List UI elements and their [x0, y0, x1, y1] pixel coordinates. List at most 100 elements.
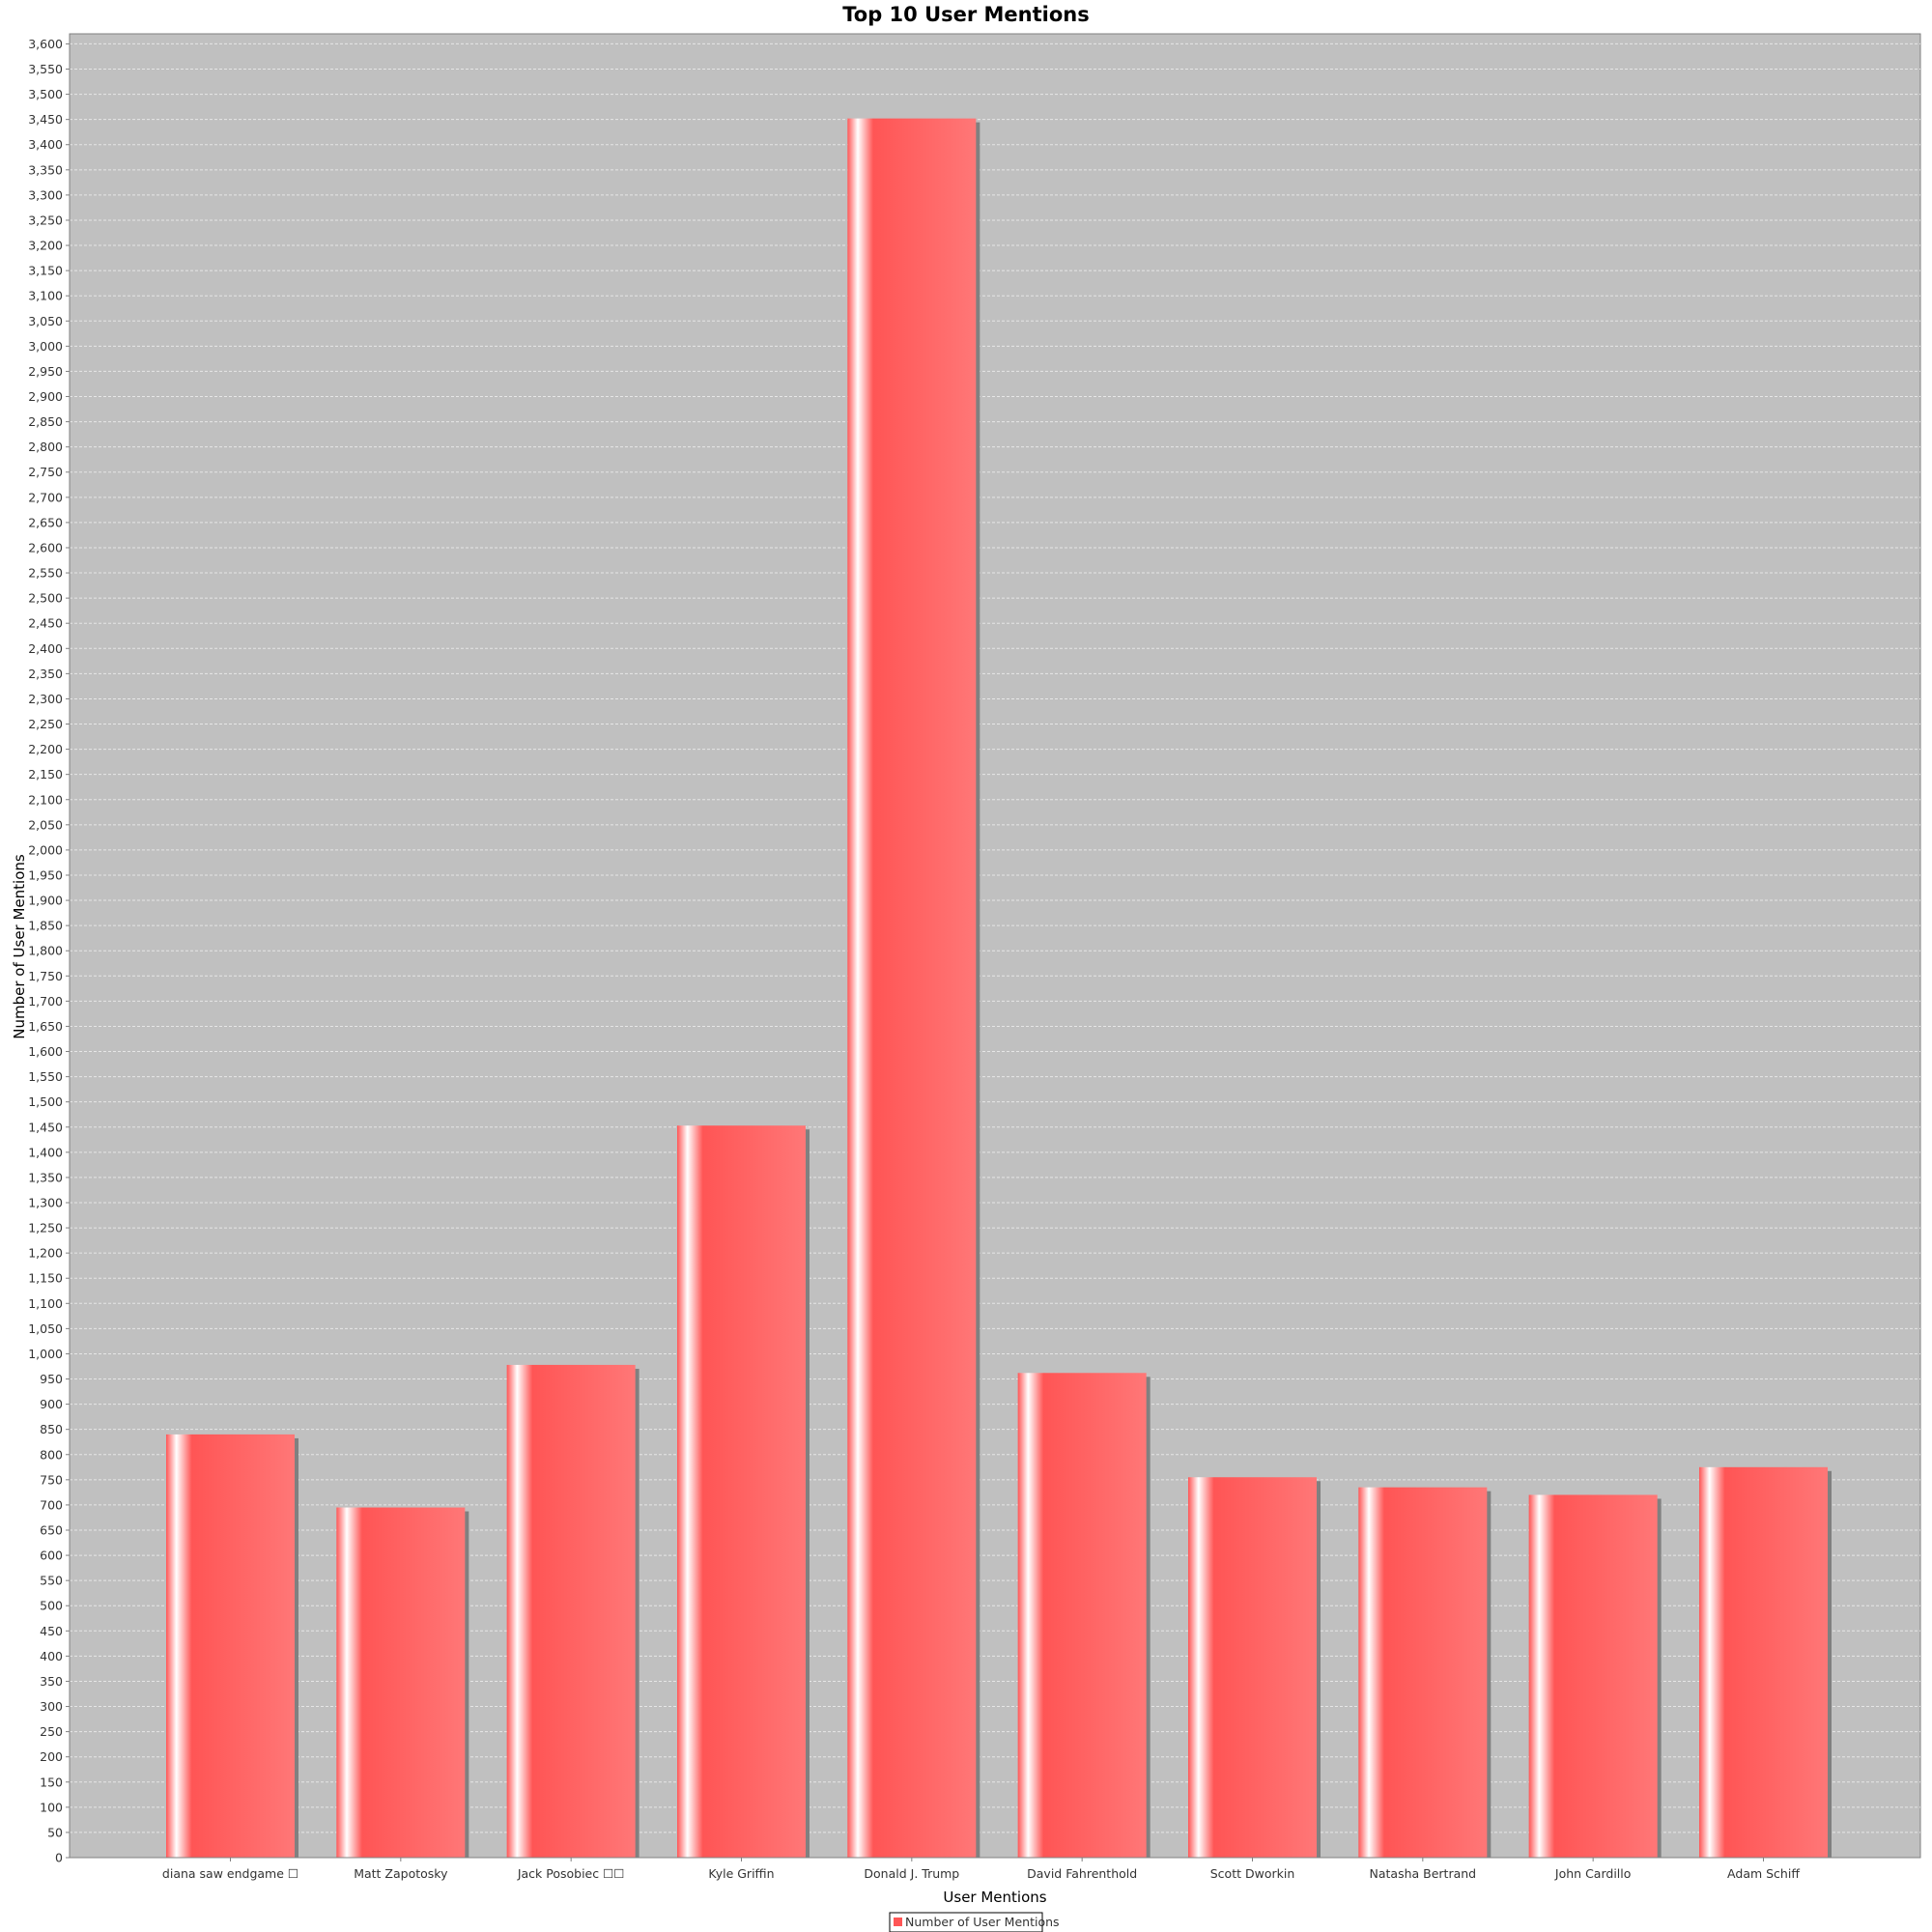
- x-tick-label: Matt Zapotosky: [354, 1866, 448, 1881]
- y-tick-label: 2,250: [28, 717, 63, 731]
- y-tick-label: 3,000: [28, 339, 63, 354]
- y-tick-label: 1,250: [28, 1221, 63, 1236]
- y-axis-ticks: 0 50 100 150 200 250 300 350 400 450 500 550 600 650 7…: [28, 37, 70, 1865]
- y-tick-label: 350: [40, 1674, 63, 1689]
- bar: [1188, 1477, 1317, 1858]
- x-tick-label: Donald J. Trump: [864, 1866, 959, 1881]
- y-tick-label: 600: [40, 1548, 63, 1563]
- x-axis-ticks: diana saw endgame ☐ Matt Zapotosky Jack Po…: [162, 1858, 1800, 1881]
- y-tick-label: 1,600: [28, 1044, 63, 1059]
- y-tick-label: 1,050: [28, 1321, 63, 1336]
- y-tick-label: 150: [40, 1775, 63, 1789]
- bar: [1699, 1466, 1828, 1858]
- legend-box: [889, 1912, 1043, 1932]
- y-tick-label: 1,550: [28, 1069, 63, 1084]
- x-tick-label: John Cardillo: [1554, 1866, 1631, 1881]
- y-tick-label: 700: [40, 1497, 63, 1512]
- bar: [847, 118, 977, 1859]
- y-tick-label: 3,050: [28, 314, 63, 328]
- y-tick-label: 1,150: [28, 1271, 63, 1286]
- y-tick-label: 2,200: [28, 742, 63, 756]
- y-tick-label: 900: [40, 1397, 63, 1411]
- y-tick-label: 2,100: [28, 792, 63, 807]
- bar: [336, 1507, 466, 1858]
- bar: [1017, 1373, 1147, 1858]
- y-tick-label: 3,100: [28, 289, 63, 303]
- y-tick-label: 2,800: [28, 440, 63, 454]
- legend-label: Number of User Mentions: [905, 1915, 1060, 1929]
- y-tick-label: 1,300: [28, 1195, 63, 1209]
- y-tick-label: 3,550: [28, 62, 63, 76]
- gridlines: [70, 43, 1920, 1833]
- y-tick-label: 1,700: [28, 994, 63, 1009]
- y-tick-label: 850: [40, 1422, 63, 1436]
- y-tick-label: 550: [40, 1574, 63, 1588]
- y-tick-label: 2,600: [28, 540, 63, 554]
- y-tick-label: 3,200: [28, 239, 63, 253]
- bar: [677, 1125, 806, 1858]
- y-tick-label: 1,450: [28, 1120, 63, 1134]
- y-tick-label: 2,850: [28, 414, 63, 429]
- y-tick-label: 2,900: [28, 389, 63, 404]
- axes: [69, 34, 1889, 1859]
- y-tick-label: 1,200: [28, 1246, 63, 1261]
- bar: [166, 1434, 295, 1858]
- x-tick-label: David Fahrenthold: [1027, 1866, 1137, 1881]
- y-tick-label: 250: [40, 1724, 63, 1739]
- x-tick-label: Adam Schiff: [1727, 1866, 1800, 1881]
- legend-swatch: [894, 1918, 902, 1926]
- y-tick-label: 500: [40, 1599, 63, 1613]
- x-tick-label: Natasha Bertrand: [1370, 1866, 1477, 1881]
- y-tick-label: 450: [40, 1624, 63, 1638]
- y-tick-label: 2,350: [28, 667, 63, 681]
- y-axis-label: Number of User Mentions: [11, 854, 28, 1039]
- y-tick-label: 1,850: [28, 919, 63, 933]
- y-tick-label: 1,400: [28, 1145, 63, 1159]
- y-tick-label: 2,400: [28, 641, 63, 656]
- legend: Number of User Mentions: [889, 1912, 1060, 1932]
- bar: [506, 1364, 636, 1858]
- y-tick-label: 1,750: [28, 969, 63, 983]
- y-tick-label: 2,000: [28, 842, 63, 857]
- y-tick-label: 1,500: [28, 1094, 63, 1109]
- bars: [166, 118, 1828, 1859]
- y-tick-label: 2,050: [28, 817, 63, 832]
- y-tick-label: 800: [40, 1447, 63, 1462]
- y-tick-label: 0: [55, 1851, 63, 1865]
- y-tick-label: 2,700: [28, 490, 63, 504]
- y-tick-label: 1,650: [28, 1019, 63, 1034]
- x-tick-label: Jack Posobiec ☐☐: [517, 1866, 625, 1881]
- y-tick-label: 650: [40, 1522, 63, 1537]
- y-tick-label: 2,750: [28, 465, 63, 479]
- y-tick-label: 3,350: [28, 162, 63, 177]
- y-tick-label: 3,600: [28, 37, 63, 51]
- y-tick-label: 1,950: [28, 867, 63, 882]
- y-tick-label: 2,150: [28, 767, 63, 781]
- y-tick-label: 300: [40, 1699, 63, 1714]
- y-tick-label: 3,500: [28, 87, 63, 101]
- x-axis-label: User Mentions: [943, 1889, 1046, 1906]
- y-tick-label: 3,450: [28, 112, 63, 127]
- y-tick-label: 1,800: [28, 944, 63, 958]
- y-tick-label: 1,900: [28, 894, 63, 908]
- y-tick-label: 1,350: [28, 1170, 63, 1184]
- bar: [1528, 1494, 1658, 1858]
- x-tick-label: Scott Dworkin: [1210, 1866, 1295, 1881]
- y-tick-label: 2,450: [28, 616, 63, 631]
- y-tick-label: 2,950: [28, 364, 63, 379]
- y-tick-label: 2,300: [28, 692, 63, 706]
- chart-title: Top 10 User Mentions: [842, 3, 1090, 26]
- y-tick-label: 3,150: [28, 264, 63, 278]
- bar: [1358, 1487, 1488, 1858]
- y-tick-label: 2,500: [28, 591, 63, 606]
- y-tick-label: 3,400: [28, 137, 63, 152]
- x-tick-label: Kyle Griffin: [708, 1866, 774, 1881]
- y-tick-label: 2,650: [28, 515, 63, 529]
- y-tick-label: 100: [40, 1800, 63, 1814]
- y-tick-label: 1,100: [28, 1296, 63, 1311]
- y-tick-label: 400: [40, 1649, 63, 1663]
- y-tick-label: 2,550: [28, 566, 63, 581]
- y-tick-label: 750: [40, 1472, 63, 1487]
- x-tick-label: diana saw endgame ☐: [162, 1866, 298, 1881]
